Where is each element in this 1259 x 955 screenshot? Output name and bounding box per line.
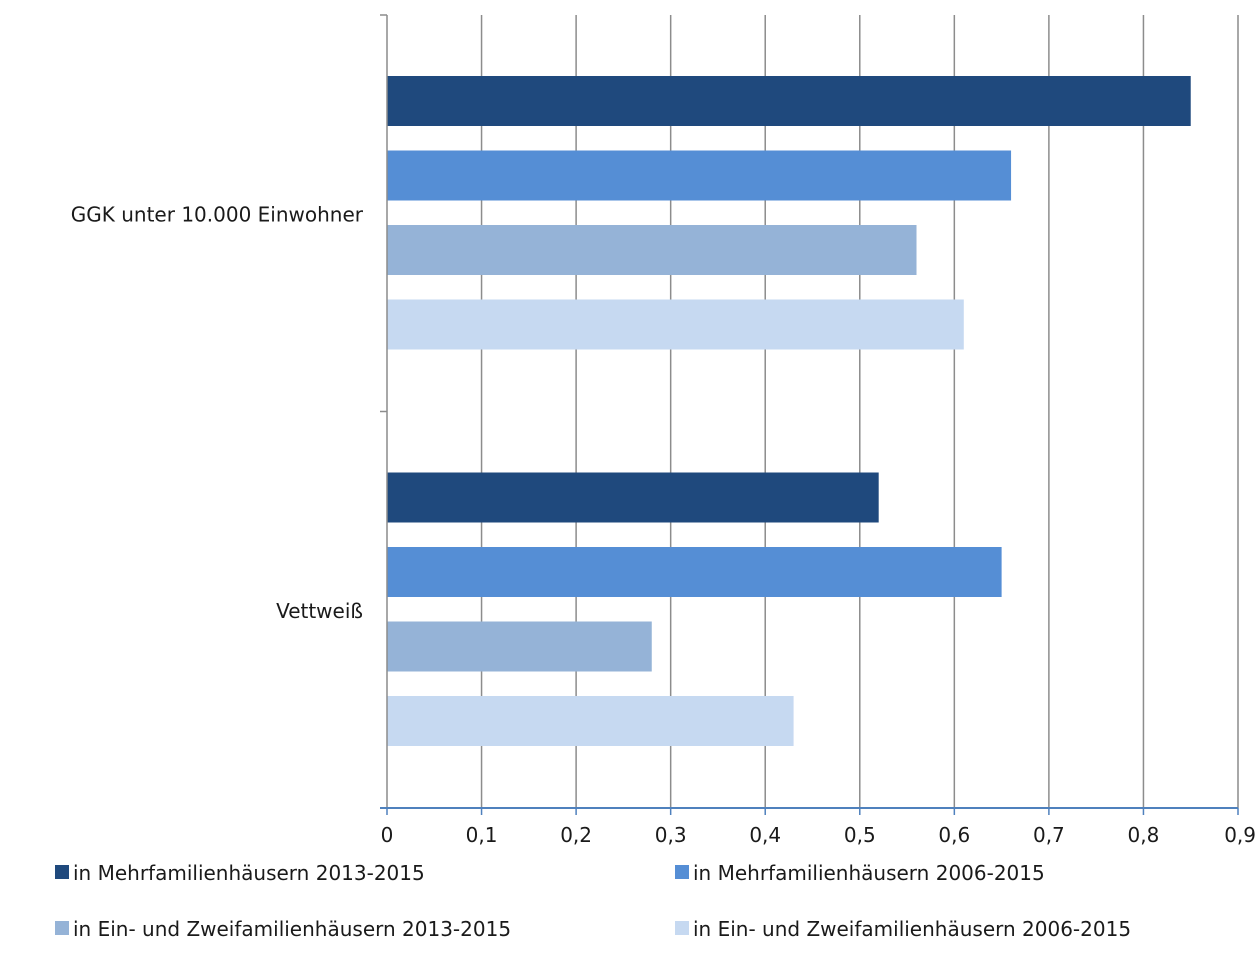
bar-2-4 xyxy=(387,696,794,746)
bars xyxy=(387,76,1191,746)
legend-label: in Ein- und Zweifamilienhäusern 2013-201… xyxy=(73,917,511,941)
bar-1-3 xyxy=(387,225,917,275)
axis-labels: GGK unter 10.000 Einwohner Vettweiß 0 0,1 0,… xyxy=(71,202,1256,847)
legend-swatch xyxy=(675,921,689,935)
x-tick-label: 0,6 xyxy=(938,823,970,847)
legend-label: in Mehrfamilienhäusern 2013-2015 xyxy=(73,861,425,885)
axes xyxy=(380,14,1239,815)
bar-1-1 xyxy=(387,76,1191,126)
bar-2-1 xyxy=(387,472,879,523)
legend: in Mehrfamilienhäusern 2013-2015 in Mehrf… xyxy=(55,861,1131,941)
legend-swatch xyxy=(675,865,689,879)
bar-1-2 xyxy=(387,150,1012,201)
x-tick-label: 0,3 xyxy=(655,823,687,847)
x-tick-label: 0,5 xyxy=(844,823,876,847)
legend-swatch xyxy=(55,865,69,879)
category-label: GGK unter 10.000 Einwohner xyxy=(71,202,364,226)
legend-swatch xyxy=(55,921,69,935)
bar-2-3 xyxy=(387,621,652,672)
gridlines xyxy=(480,15,1239,808)
x-tick-label: 0,1 xyxy=(466,823,498,847)
x-tick-label: 0,8 xyxy=(1128,823,1160,847)
x-tick-label: 0 xyxy=(381,823,394,847)
x-tick-label: 0,2 xyxy=(560,823,592,847)
legend-label: in Ein- und Zweifamilienhäusern 2006-201… xyxy=(693,917,1131,941)
x-tick-label: 0,7 xyxy=(1033,823,1065,847)
bar-1-4 xyxy=(387,299,964,350)
x-tick-label: 0,4 xyxy=(749,823,781,847)
legend-label: in Mehrfamilienhäusern 2006-2015 xyxy=(693,861,1045,885)
bar-2-2 xyxy=(387,547,1002,597)
category-label: Vettweiß xyxy=(276,599,363,623)
x-tick-label: 0,9 xyxy=(1224,823,1256,847)
